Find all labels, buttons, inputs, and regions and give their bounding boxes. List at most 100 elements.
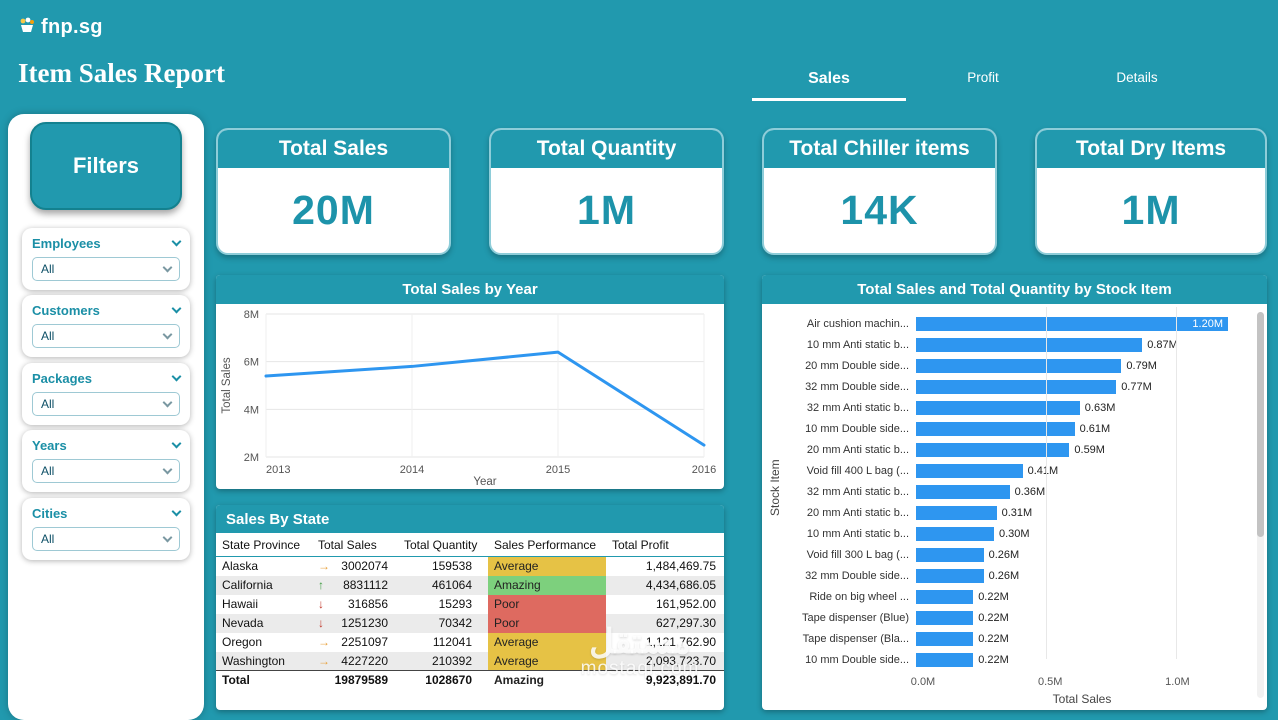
cell-total-sales: → 3002074 [318, 559, 388, 574]
trend-right-icon: → [318, 559, 330, 573]
cell-state: Hawaii [222, 597, 259, 611]
filter-dropdown-years[interactable]: All [32, 459, 180, 483]
bar-category-label: 10 mm Anti static b... [806, 528, 909, 540]
x-axis-tick: 1.0M [1165, 676, 1190, 688]
bar-row: 10 mm Anti static b... 0.87M [788, 335, 1241, 355]
table-header-row: State Province Total Sales Total Quantit… [216, 533, 724, 557]
svg-text:Year: Year [473, 476, 496, 488]
x-axis-tick: 0.5M [1037, 676, 1063, 688]
tab-sales[interactable]: Sales [752, 60, 906, 101]
kpi-value: 1M [1121, 187, 1181, 233]
bar-track: 0.30M [916, 527, 1241, 541]
filter-group-cities: Cities All [22, 498, 190, 560]
bar-row: 32 mm Anti static b... 0.36M [788, 482, 1241, 502]
filter-label-text: Cities [32, 506, 68, 521]
bar-value-label: 0.26M [988, 570, 1020, 582]
page-title: Item Sales Report [18, 58, 225, 88]
bar-track: 0.77M [916, 380, 1241, 394]
bar-value-label: 0.63M [1084, 402, 1116, 414]
kpi-card-total-chiller-items: Total Chiller items 14K [762, 128, 997, 255]
bar-track: 0.59M [916, 443, 1241, 457]
scrollbar[interactable] [1257, 312, 1264, 698]
scrollbar-thumb[interactable] [1257, 312, 1264, 537]
bar-row: 32 mm Double side... 0.77M [788, 377, 1241, 397]
stock-item-plot: Stock Item Air cushion machin... 1.20M 10 … [762, 304, 1267, 709]
bar-value-label: 0.61M [1079, 423, 1111, 435]
filter-label-text: Years [32, 438, 67, 453]
bar-category-label: Air cushion machin... [806, 318, 909, 330]
bar-category-label: Ride on big wheel ... [809, 591, 909, 603]
x-axis-ticks: 0.0M 0.5M 1.0M [911, 676, 1241, 690]
bar-value-label: 0.77M [1121, 381, 1152, 393]
sales-by-state-table: State Province Total Sales Total Quantit… [216, 533, 724, 690]
filter-dropdown-employees[interactable]: All [32, 257, 180, 281]
filter-dropdown-customers[interactable]: All [32, 324, 180, 348]
gridline [1176, 307, 1177, 659]
svg-text:8M: 8M [244, 309, 259, 321]
chevron-down-icon [171, 371, 182, 382]
chevron-down-icon [171, 236, 182, 247]
filters-button[interactable]: Filters [30, 122, 182, 210]
chevron-down-icon [162, 464, 173, 474]
bar-row: 20 mm Anti static b... 0.59M [788, 440, 1241, 460]
bar-value-label: 0.31M [1001, 507, 1033, 519]
bar-value-label: 0.26M [988, 549, 1020, 561]
filter-label-text: Packages [32, 371, 92, 386]
bar-value-label: 0.30M [999, 528, 1030, 540]
tab-details[interactable]: Details [1116, 70, 1158, 85]
filters-sidebar: Filters Employees All Customers All Packages… [8, 114, 204, 720]
kpi-card-total-dry-items: Total Dry Items 1M [1035, 128, 1267, 255]
filter-dropdown-packages[interactable]: All [32, 392, 180, 416]
cell-total-quantity: 1028670 [398, 670, 488, 690]
bar [916, 443, 1070, 457]
filter-label-packages[interactable]: Packages [32, 371, 182, 386]
svg-text:2013: 2013 [266, 464, 290, 476]
chevron-down-icon [162, 262, 173, 272]
kpi-value: 20M [292, 187, 375, 233]
tab-profit[interactable]: Profit [967, 70, 999, 85]
bar-category-label: 32 mm Double side... [805, 570, 909, 582]
filter-label-cities[interactable]: Cities [32, 506, 182, 521]
bar-track: 0.87M [916, 338, 1241, 352]
col-header-total-profit: Total Profit [606, 533, 724, 557]
x-axis-title: Total Sales [1052, 692, 1112, 706]
filter-group-customers: Customers All [22, 295, 190, 357]
bar-value-label: 0.22M [978, 591, 1009, 603]
top-bar: fnp.sg Item Sales Report Sales Profit Deta… [0, 0, 1278, 110]
bar-track: 0.22M [916, 632, 1241, 646]
cell-total-sales: 19879589 [312, 670, 398, 690]
svg-text:2016: 2016 [692, 464, 716, 476]
bar-track: 0.26M [916, 548, 1241, 562]
chevron-down-icon [171, 438, 182, 449]
bar [916, 401, 1080, 415]
table-row-nevada: Nevada ↓ 1251230 70342 Poor 627,297.30 [216, 613, 724, 633]
bar-track: 0.22M [916, 611, 1241, 625]
bar-value-label: 0.41M [1027, 465, 1059, 477]
cell-total-quantity: 112041 [432, 635, 472, 649]
filter-label-years[interactable]: Years [32, 438, 182, 453]
chevron-down-icon [162, 532, 173, 542]
bar-row: Tape dispenser (Blue) 0.22M [788, 608, 1241, 628]
trend-right-icon: → [318, 653, 330, 668]
bar-row: Void fill 300 L bag (... 0.26M [788, 545, 1241, 565]
fnp-logo: fnp.sg [18, 16, 103, 39]
cell-total-sales: → 4227220 [318, 653, 388, 668]
filter-label-customers[interactable]: Customers [32, 303, 182, 318]
bar-value-label: 0.36M [1014, 486, 1046, 498]
filter-label-employees[interactable]: Employees [32, 236, 182, 251]
filter-dropdown-cities[interactable]: All [32, 527, 180, 551]
cell-sales-performance: Amazing [488, 670, 606, 690]
bar [916, 464, 1023, 478]
col-header-total-quantity: Total Quantity [398, 533, 488, 557]
table-row-hawaii: Hawaii ↓ 316856 15293 Poor 161,952.00 [216, 594, 724, 614]
bar [916, 317, 1228, 331]
bar-value-label: 0.22M [978, 612, 1009, 624]
bar-track: 0.26M [916, 569, 1241, 583]
bar-row: 10 mm Double side... 0.22M [788, 307, 1241, 670]
bar [916, 611, 974, 625]
bar-category-label: 20 mm Anti static b... [806, 444, 909, 456]
bar [916, 338, 1143, 352]
trend-right-icon: → [318, 634, 330, 649]
cell-total-profit: 161,952.00 [655, 597, 716, 611]
bar-row: Air cushion machin... 1.20M [788, 314, 1241, 334]
